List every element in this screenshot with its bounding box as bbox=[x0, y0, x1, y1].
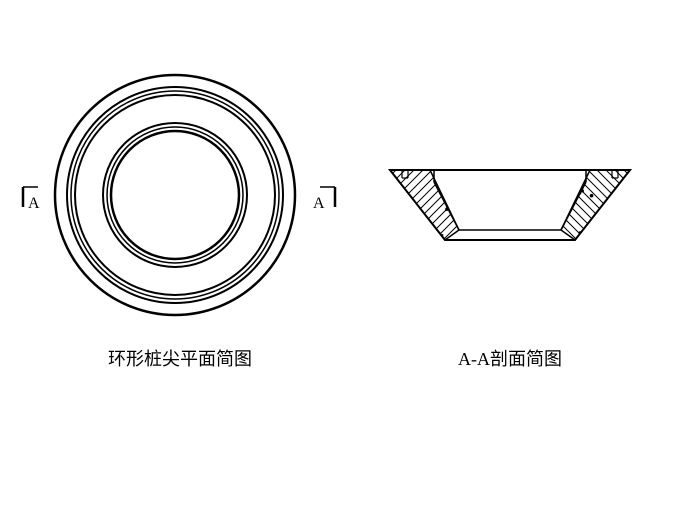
section-label-right: A bbox=[313, 195, 325, 213]
section-caption: A-A剖面简图 bbox=[440, 345, 580, 371]
ring-plan-svg bbox=[0, 0, 350, 400]
section-label-left: A bbox=[28, 195, 40, 213]
ring-plan-caption: 环形桩尖平面简图 bbox=[100, 345, 260, 371]
section-svg bbox=[380, 150, 640, 270]
section-diagram bbox=[380, 150, 640, 275]
